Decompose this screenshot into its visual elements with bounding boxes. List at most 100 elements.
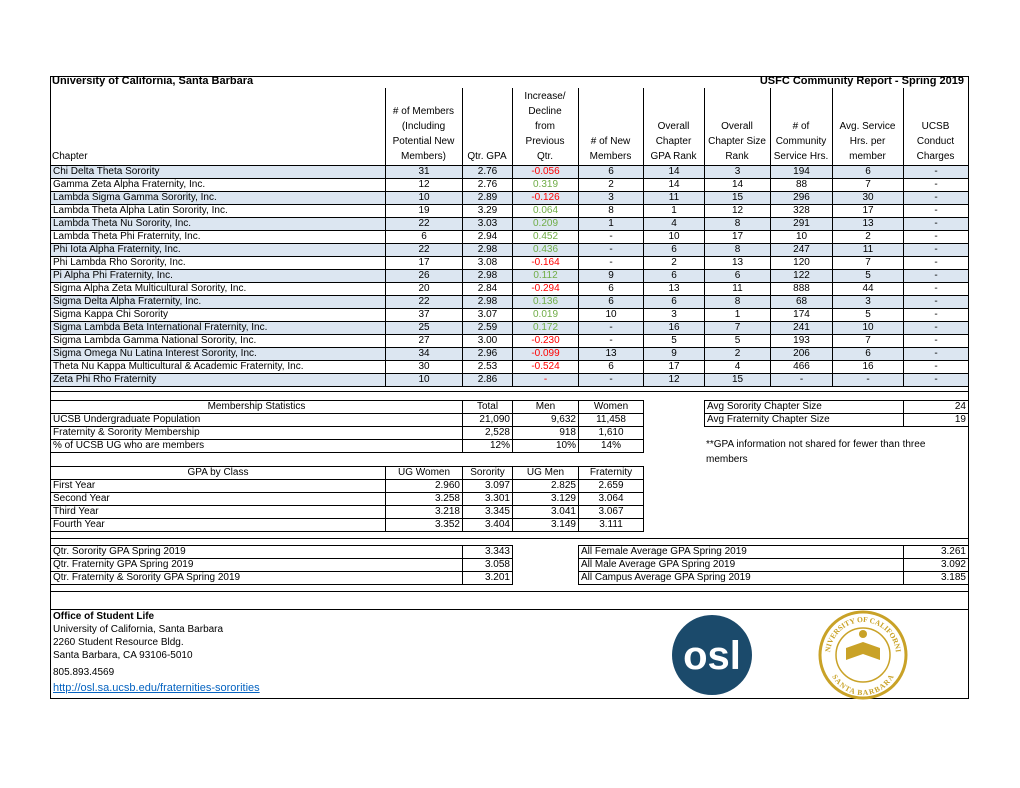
chapter-value: 2.89	[462, 191, 513, 205]
separator	[50, 391, 968, 392]
chapter-value: 291	[770, 217, 833, 231]
address-line: 2260 Student Resource Bldg.	[53, 637, 184, 648]
gpa-class-value: 3.149	[512, 518, 579, 532]
report-frame	[50, 76, 969, 699]
membership-value: 14%	[578, 439, 644, 453]
chapter-value: 22	[385, 295, 463, 309]
chapter-value: 3	[832, 295, 904, 309]
chapter-name: Sigma Delta Alpha Fraternity, Inc.	[50, 295, 386, 309]
column-header-line: Previous	[525, 136, 565, 147]
chapter-value: 8	[704, 217, 771, 231]
campus-gpa-label: All Campus Average GPA Spring 2019	[578, 571, 904, 585]
address-line: Santa Barbara, CA 93106-5010	[53, 650, 193, 661]
chapter-value: 328	[770, 204, 833, 218]
seal-ring	[818, 610, 908, 700]
membership-label: Fraternity & Sorority Membership	[50, 426, 463, 440]
chapter-value: 10	[770, 230, 833, 244]
membership-value: 918	[512, 426, 579, 440]
gpa-class-value: 3.258	[385, 492, 463, 506]
gpa-class-header: UG Men	[512, 466, 579, 480]
chapter-value: 2	[643, 256, 705, 270]
chapter-value: 3.08	[462, 256, 513, 270]
separator	[50, 538, 968, 539]
column-header-line: Rank	[725, 151, 749, 162]
chapter-value: 10	[578, 308, 644, 322]
website-link[interactable]: http://osl.sa.ucsb.edu/fraternities-soro…	[53, 682, 260, 694]
chapter-value: 193	[770, 334, 833, 348]
chapter-value: 20	[385, 282, 463, 296]
chapter-value: 2.94	[462, 230, 513, 244]
column-header-line: Chapter Size	[708, 136, 766, 147]
chapter-value: 9	[578, 269, 644, 283]
chapter-name: Sigma Omega Nu Latina Interest Sorority,…	[50, 347, 386, 361]
chapter-value: -	[770, 373, 833, 387]
chapter-value: 22	[385, 217, 463, 231]
chapter-value: 6	[385, 230, 463, 244]
column-header-line: # of New	[590, 136, 631, 147]
chapter-value: 27	[385, 334, 463, 348]
chapter-value: 122	[770, 269, 833, 283]
column-header-line: Community	[775, 136, 827, 147]
chapter-value: 14	[704, 178, 771, 192]
chapter-value: 1	[643, 204, 705, 218]
chapter-value: -0.126	[512, 191, 579, 205]
chapter-value: 3	[643, 308, 705, 322]
chapter-value: -0.164	[512, 256, 579, 270]
chapter-value: -	[903, 191, 969, 205]
chapter-value: -	[903, 282, 969, 296]
chapter-value: 17	[643, 360, 705, 374]
chapter-value: 888	[770, 282, 833, 296]
chapter-value: 241	[770, 321, 833, 335]
logo-text: osl	[683, 634, 741, 678]
gpa-class-label: Second Year	[50, 492, 386, 506]
quarter-gpa-label: Qtr. Sorority GPA Spring 2019	[50, 545, 463, 559]
chapter-value: -0.294	[512, 282, 579, 296]
chapter-value: 0.319	[512, 178, 579, 192]
chapter-value: 206	[770, 347, 833, 361]
chapter-value: 10	[385, 191, 463, 205]
chapter-value: 7	[704, 321, 771, 335]
gpa-class-value: 3.041	[512, 505, 579, 519]
membership-label: % of UCSB UG who are members	[50, 439, 463, 453]
chapter-value: 194	[770, 165, 833, 179]
osl-logo: osl	[672, 615, 752, 695]
chapter-value: 10	[643, 230, 705, 244]
chapter-name: Phi Lambda Rho Sorority, Inc.	[50, 256, 386, 270]
chapter-size-value: 24	[903, 400, 969, 414]
chapter-value: 0.019	[512, 308, 579, 322]
chapter-name: Lambda Theta Nu Sorority, Inc.	[50, 217, 386, 231]
chapter-value: 34	[385, 347, 463, 361]
gpa-class-value: 3.064	[578, 492, 644, 506]
chapter-name: Sigma Alpha Zeta Multicultural Sorority,…	[50, 282, 386, 296]
chapter-value: 6	[704, 269, 771, 283]
chapter-value: -	[578, 256, 644, 270]
membership-header: Membership Statistics	[50, 400, 463, 414]
chapter-size-label: Avg Sorority Chapter Size	[704, 400, 904, 414]
chapter-value: 17	[832, 204, 904, 218]
seal-inner	[835, 627, 891, 683]
chapter-value: 19	[385, 204, 463, 218]
column-header-line: Qtr. GPA	[467, 151, 507, 162]
seal-book	[846, 642, 880, 660]
gpa-class-header: UG Women	[385, 466, 463, 480]
quarter-gpa-label: Qtr. Fraternity GPA Spring 2019	[50, 558, 463, 572]
chapter-value: 174	[770, 308, 833, 322]
chapter-value: 16	[643, 321, 705, 335]
chapter-value: -	[903, 230, 969, 244]
chapter-value: -	[903, 165, 969, 179]
chapter-value: 2	[704, 347, 771, 361]
quarter-gpa-value: 3.058	[462, 558, 513, 572]
chapter-value: 3.07	[462, 308, 513, 322]
membership-header: Total	[462, 400, 513, 414]
campus-gpa-label: All Male Average GPA Spring 2019	[578, 558, 904, 572]
column-header-line: Charges	[916, 151, 955, 162]
campus-gpa-value: 3.261	[903, 545, 969, 559]
chapter-value: 0.452	[512, 230, 579, 244]
chapter-value: -	[903, 178, 969, 192]
column-header-line: Decline	[528, 106, 562, 117]
chapter-name: Sigma Lambda Beta International Fraterni…	[50, 321, 386, 335]
chapter-value: 1	[578, 217, 644, 231]
chapter-value: 0.209	[512, 217, 579, 231]
chapter-value: 12	[704, 204, 771, 218]
